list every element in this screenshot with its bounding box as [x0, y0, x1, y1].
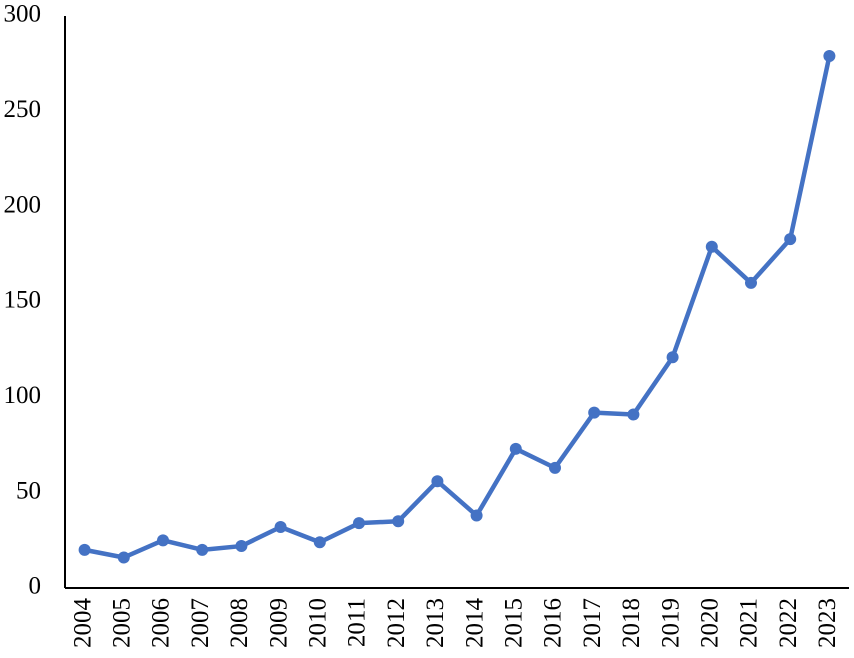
- x-tick-label: 2020: [697, 598, 724, 648]
- x-tick-label: 2004: [69, 598, 96, 649]
- y-tick-label: 0: [29, 573, 42, 600]
- x-tick-label: 2016: [540, 598, 567, 648]
- y-tick-label: 300: [4, 1, 42, 28]
- x-tick-label: 2015: [501, 598, 528, 648]
- data-point: [392, 515, 405, 528]
- x-tick-label: 2009: [265, 598, 292, 648]
- series-line: [82, 53, 832, 560]
- x-axis-tick-labels: 2004 2005 2006 2007 2008 2009 2010 2011 2012 2013…: [69, 598, 841, 649]
- data-point: [745, 276, 757, 289]
- x-tick-label: 2007: [187, 598, 214, 648]
- x-tick-label: 2023: [814, 598, 841, 648]
- x-tick-label: 2013: [422, 598, 449, 648]
- data-point: [666, 351, 679, 364]
- data-point: [235, 540, 248, 553]
- data-point: [313, 536, 326, 549]
- x-tick-label: 2006: [148, 598, 175, 648]
- data-point: [431, 475, 444, 488]
- data-point: [627, 408, 640, 421]
- x-tick-label: 2019: [657, 598, 684, 648]
- data-point: [353, 517, 365, 530]
- x-tick-label: 2011: [344, 598, 371, 647]
- data-point: [705, 240, 718, 253]
- data-point: [196, 543, 209, 556]
- x-tick-label: 2010: [305, 598, 332, 648]
- x-tick-label: 2012: [383, 598, 410, 648]
- data-point: [588, 406, 601, 419]
- x-tick-label: 2022: [775, 598, 802, 648]
- data-point: [784, 233, 797, 246]
- data-point: [274, 520, 287, 533]
- data-point: [823, 50, 836, 63]
- x-tick-label: 2005: [109, 598, 136, 648]
- x-tick-label: 2014: [461, 598, 488, 649]
- x-tick-label: 2008: [226, 598, 253, 648]
- y-tick-label: 150: [4, 287, 42, 314]
- data-point: [117, 551, 130, 564]
- data-point: [549, 461, 561, 474]
- data-point: [78, 543, 91, 556]
- y-axis-tick-labels: 0 50 100 150 200 250 300: [4, 1, 42, 600]
- x-tick-label: 2018: [618, 598, 645, 648]
- data-point: [157, 534, 169, 547]
- x-tick-label: 2021: [736, 598, 763, 648]
- series-layer: [78, 50, 836, 564]
- x-tick-label: 2017: [579, 598, 606, 648]
- data-point: [509, 442, 522, 455]
- y-tick-label: 50: [16, 477, 41, 504]
- y-tick-label: 250: [4, 96, 42, 123]
- y-tick-label: 100: [4, 382, 42, 409]
- data-point: [470, 509, 483, 522]
- y-tick-label: 200: [4, 191, 42, 218]
